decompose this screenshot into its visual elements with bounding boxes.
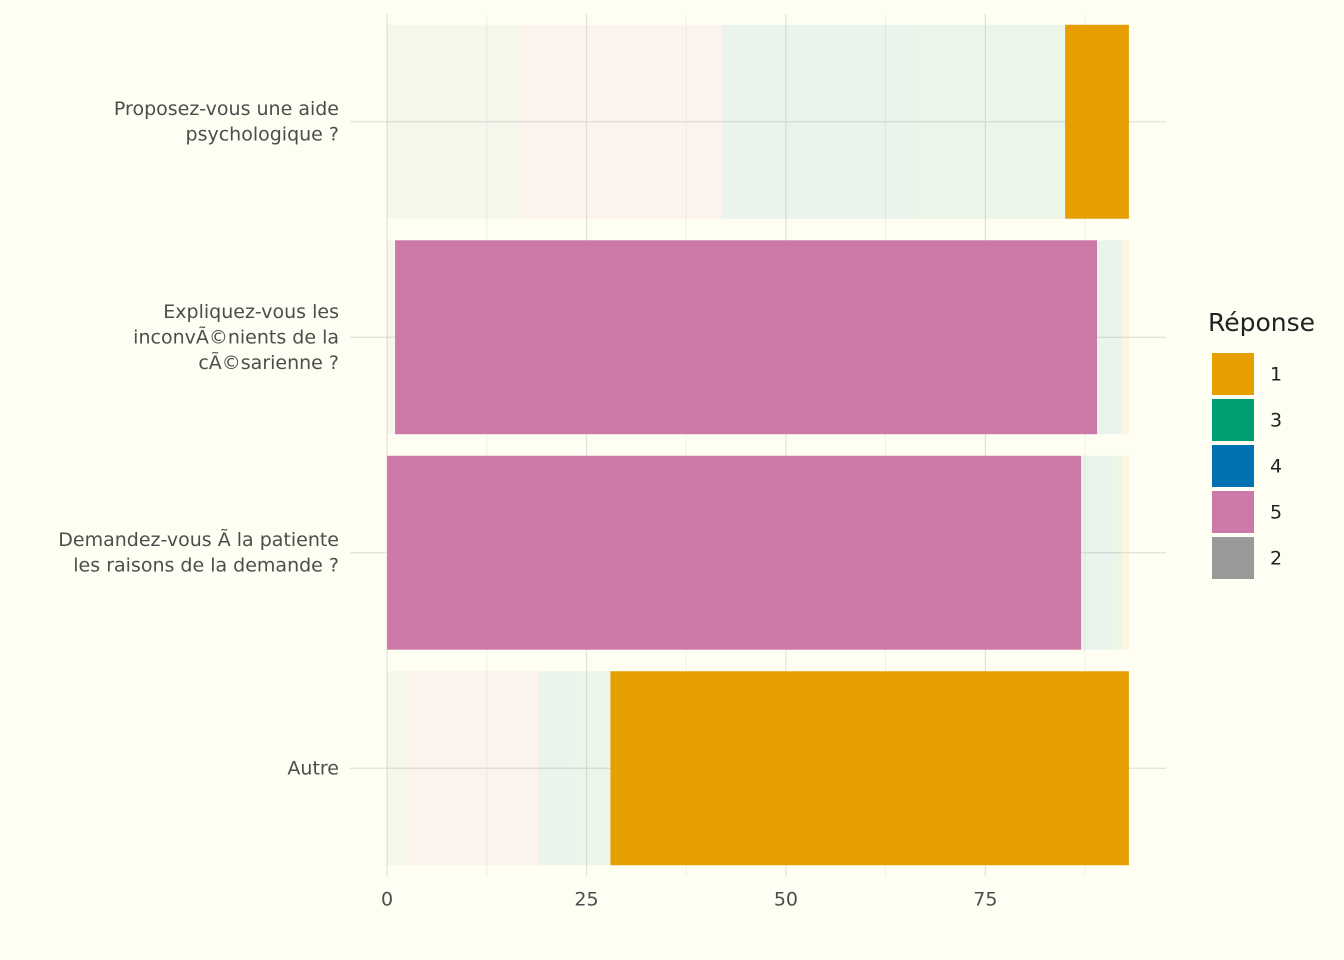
legend-key — [1212, 353, 1254, 395]
y-tick-label: Expliquez-vous les inconvÃ©nients de la cÃ… — [133, 300, 339, 373]
legend-key — [1212, 537, 1254, 579]
bar-segment — [1097, 240, 1121, 435]
bar-segment — [387, 24, 523, 219]
x-tick-label: 50 — [774, 889, 798, 911]
y-tick-label: Autre — [287, 757, 339, 779]
bar-segment — [913, 24, 1066, 219]
bar-segment — [722, 24, 914, 219]
legend-label: 3 — [1270, 410, 1282, 432]
bar-segment — [387, 671, 412, 866]
bar-segment — [1081, 455, 1113, 650]
bar-segment — [1120, 455, 1129, 650]
legend-label: 4 — [1270, 456, 1282, 478]
bar-segment — [1112, 455, 1121, 650]
bar-segment — [538, 671, 571, 866]
bar-segment — [411, 671, 539, 866]
bar-segment — [522, 24, 723, 219]
bar-segment — [1120, 240, 1129, 435]
x-tick-label: 0 — [381, 889, 393, 911]
bar-segment — [1065, 24, 1129, 219]
legend-key — [1212, 491, 1254, 533]
x-tick-label: 75 — [973, 889, 997, 911]
legend-label: 2 — [1270, 548, 1282, 570]
y-tick-label: Proposez-vous une aide psychologique ? — [114, 98, 339, 146]
legend-key — [1212, 445, 1254, 487]
bar-segment — [610, 671, 1129, 866]
x-tick-label: 25 — [574, 889, 598, 911]
legend-title: Réponse — [1208, 308, 1315, 337]
legend-key — [1212, 399, 1254, 441]
legend-label: 1 — [1270, 364, 1282, 386]
bar-segment — [387, 240, 396, 435]
y-tick-label: Demandez-vous Ã la patiente les raisons d… — [58, 528, 339, 577]
bar-segment — [570, 671, 611, 866]
bar-segment — [387, 455, 1082, 650]
bar-segment — [395, 240, 1098, 435]
legend-label: 5 — [1270, 502, 1282, 524]
